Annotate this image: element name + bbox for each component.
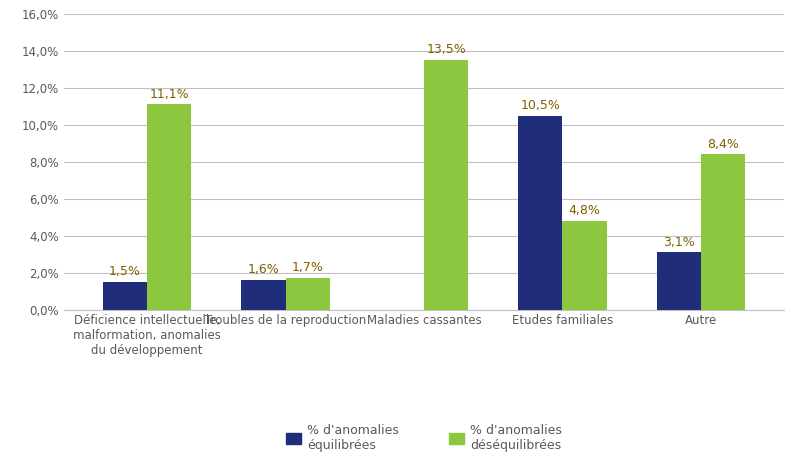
Text: 10,5%: 10,5% (520, 99, 560, 112)
Bar (102, 282, 147, 310)
Text: 1,6%: 1,6% (247, 263, 279, 276)
Text: 11,1%: 11,1% (150, 88, 189, 101)
Legend: % d'anomalies
équilibrées, % d'anomalies
déséquilibrées: % d'anomalies équilibrées, % d'anomalies… (281, 419, 567, 457)
Bar (657, 252, 701, 310)
Text: 8,4%: 8,4% (707, 138, 739, 151)
Text: 1,7%: 1,7% (292, 261, 324, 274)
Bar (562, 221, 606, 310)
Bar (147, 104, 191, 310)
Text: 1,5%: 1,5% (109, 265, 141, 278)
Text: 13,5%: 13,5% (426, 43, 466, 56)
Text: 4,8%: 4,8% (569, 204, 601, 217)
Bar (701, 154, 746, 310)
Bar (242, 280, 286, 310)
Bar (286, 278, 330, 310)
Bar (518, 116, 562, 310)
Bar (424, 60, 468, 310)
Text: 3,1%: 3,1% (663, 236, 694, 249)
